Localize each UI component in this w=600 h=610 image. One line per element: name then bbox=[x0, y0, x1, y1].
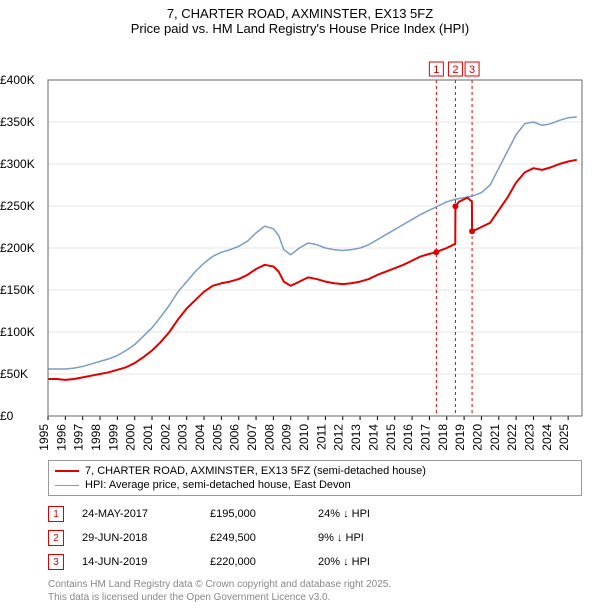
sale-price: £249,500 bbox=[210, 532, 300, 544]
sale-delta: 20% ↓ HPI bbox=[318, 556, 428, 568]
svg-text:2: 2 bbox=[452, 64, 458, 76]
chart-svg: £0 £50K £100K £150K £200K £250K £300K £350K £400… bbox=[0, 36, 600, 456]
sale-marker-icon: 1 bbox=[48, 506, 64, 522]
svg-text:£200K: £200K bbox=[0, 241, 35, 255]
svg-text:£100K: £100K bbox=[0, 325, 35, 339]
svg-text:2002: 2002 bbox=[158, 424, 172, 451]
svg-text:2025: 2025 bbox=[557, 424, 571, 451]
sale-date: 24-MAY-2017 bbox=[82, 508, 192, 520]
sale-row: 1 24-MAY-2017 £195,000 24% ↓ HPI bbox=[48, 502, 582, 526]
legend-item: HPI: Average price, semi-detached house,… bbox=[55, 478, 575, 492]
legend-swatch bbox=[55, 470, 79, 472]
svg-text:2015: 2015 bbox=[384, 424, 398, 451]
sale-price: £220,000 bbox=[210, 556, 300, 568]
svg-text:£350K: £350K bbox=[0, 115, 35, 129]
sale-marker-icon: 2 bbox=[48, 530, 64, 546]
svg-text:2020: 2020 bbox=[470, 424, 484, 451]
svg-text:2022: 2022 bbox=[505, 424, 519, 451]
sales-table: 1 24-MAY-2017 £195,000 24% ↓ HPI 2 29-JU… bbox=[48, 502, 582, 574]
chart-title: 7, CHARTER ROAD, AXMINSTER, EX13 5FZ bbox=[0, 6, 600, 21]
svg-text:1996: 1996 bbox=[54, 424, 68, 451]
svg-text:£0: £0 bbox=[0, 409, 14, 423]
svg-text:1999: 1999 bbox=[106, 424, 120, 451]
svg-text:2017: 2017 bbox=[418, 424, 432, 451]
footer-line: Contains HM Land Registry data © Crown c… bbox=[48, 578, 582, 591]
legend-label: HPI: Average price, semi-detached house,… bbox=[85, 479, 351, 491]
svg-text:2007: 2007 bbox=[245, 424, 259, 451]
sale-date: 29-JUN-2018 bbox=[82, 532, 192, 544]
legend-item: 7, CHARTER ROAD, AXMINSTER, EX13 5FZ (se… bbox=[55, 464, 575, 478]
svg-text:2010: 2010 bbox=[297, 424, 311, 451]
sale-row: 3 14-JUN-2019 £220,000 20% ↓ HPI bbox=[48, 550, 582, 574]
svg-text:£300K: £300K bbox=[0, 157, 35, 171]
svg-text:2005: 2005 bbox=[210, 424, 224, 451]
sale-delta: 24% ↓ HPI bbox=[318, 508, 428, 520]
sale-price: £195,000 bbox=[210, 508, 300, 520]
chart-container: 7, CHARTER ROAD, AXMINSTER, EX13 5FZ Pri… bbox=[0, 0, 600, 604]
svg-text:1997: 1997 bbox=[72, 424, 86, 451]
svg-text:2018: 2018 bbox=[436, 424, 450, 451]
svg-text:2024: 2024 bbox=[540, 424, 554, 451]
legend: 7, CHARTER ROAD, AXMINSTER, EX13 5FZ (se… bbox=[48, 460, 582, 496]
svg-text:2012: 2012 bbox=[332, 424, 346, 451]
svg-text:1: 1 bbox=[433, 64, 439, 76]
svg-text:1998: 1998 bbox=[89, 424, 103, 451]
svg-text:£150K: £150K bbox=[0, 283, 35, 297]
sale-delta: 9% ↓ HPI bbox=[318, 532, 428, 544]
svg-text:2014: 2014 bbox=[366, 424, 380, 451]
svg-text:1995: 1995 bbox=[37, 424, 51, 451]
svg-text:2004: 2004 bbox=[193, 424, 207, 451]
svg-text:2019: 2019 bbox=[453, 424, 467, 451]
svg-text:£50K: £50K bbox=[0, 367, 28, 381]
svg-text:2006: 2006 bbox=[228, 424, 242, 451]
svg-text:2021: 2021 bbox=[488, 424, 502, 451]
chart-titles: 7, CHARTER ROAD, AXMINSTER, EX13 5FZ Pri… bbox=[0, 0, 600, 36]
svg-text:2009: 2009 bbox=[280, 424, 294, 451]
svg-text:2001: 2001 bbox=[141, 424, 155, 451]
svg-text:2023: 2023 bbox=[522, 424, 536, 451]
svg-text:2003: 2003 bbox=[176, 424, 190, 451]
sale-date: 14-JUN-2019 bbox=[82, 556, 192, 568]
svg-text:2000: 2000 bbox=[124, 424, 138, 451]
sale-marker-icon: 3 bbox=[48, 554, 64, 570]
svg-text:£250K: £250K bbox=[0, 199, 35, 213]
svg-text:2008: 2008 bbox=[262, 424, 276, 451]
svg-text:2013: 2013 bbox=[349, 424, 363, 451]
svg-text:2011: 2011 bbox=[314, 424, 328, 450]
footer-line: This data is licensed under the Open Gov… bbox=[48, 591, 582, 604]
chart-subtitle: Price paid vs. HM Land Registry's House … bbox=[0, 21, 600, 36]
legend-swatch bbox=[55, 485, 79, 486]
svg-text:£400K: £400K bbox=[0, 73, 35, 87]
legend-label: 7, CHARTER ROAD, AXMINSTER, EX13 5FZ (se… bbox=[85, 465, 426, 477]
svg-text:2016: 2016 bbox=[401, 424, 415, 451]
footer: Contains HM Land Registry data © Crown c… bbox=[48, 578, 582, 604]
svg-text:3: 3 bbox=[469, 64, 475, 76]
sale-row: 2 29-JUN-2018 £249,500 9% ↓ HPI bbox=[48, 526, 582, 550]
